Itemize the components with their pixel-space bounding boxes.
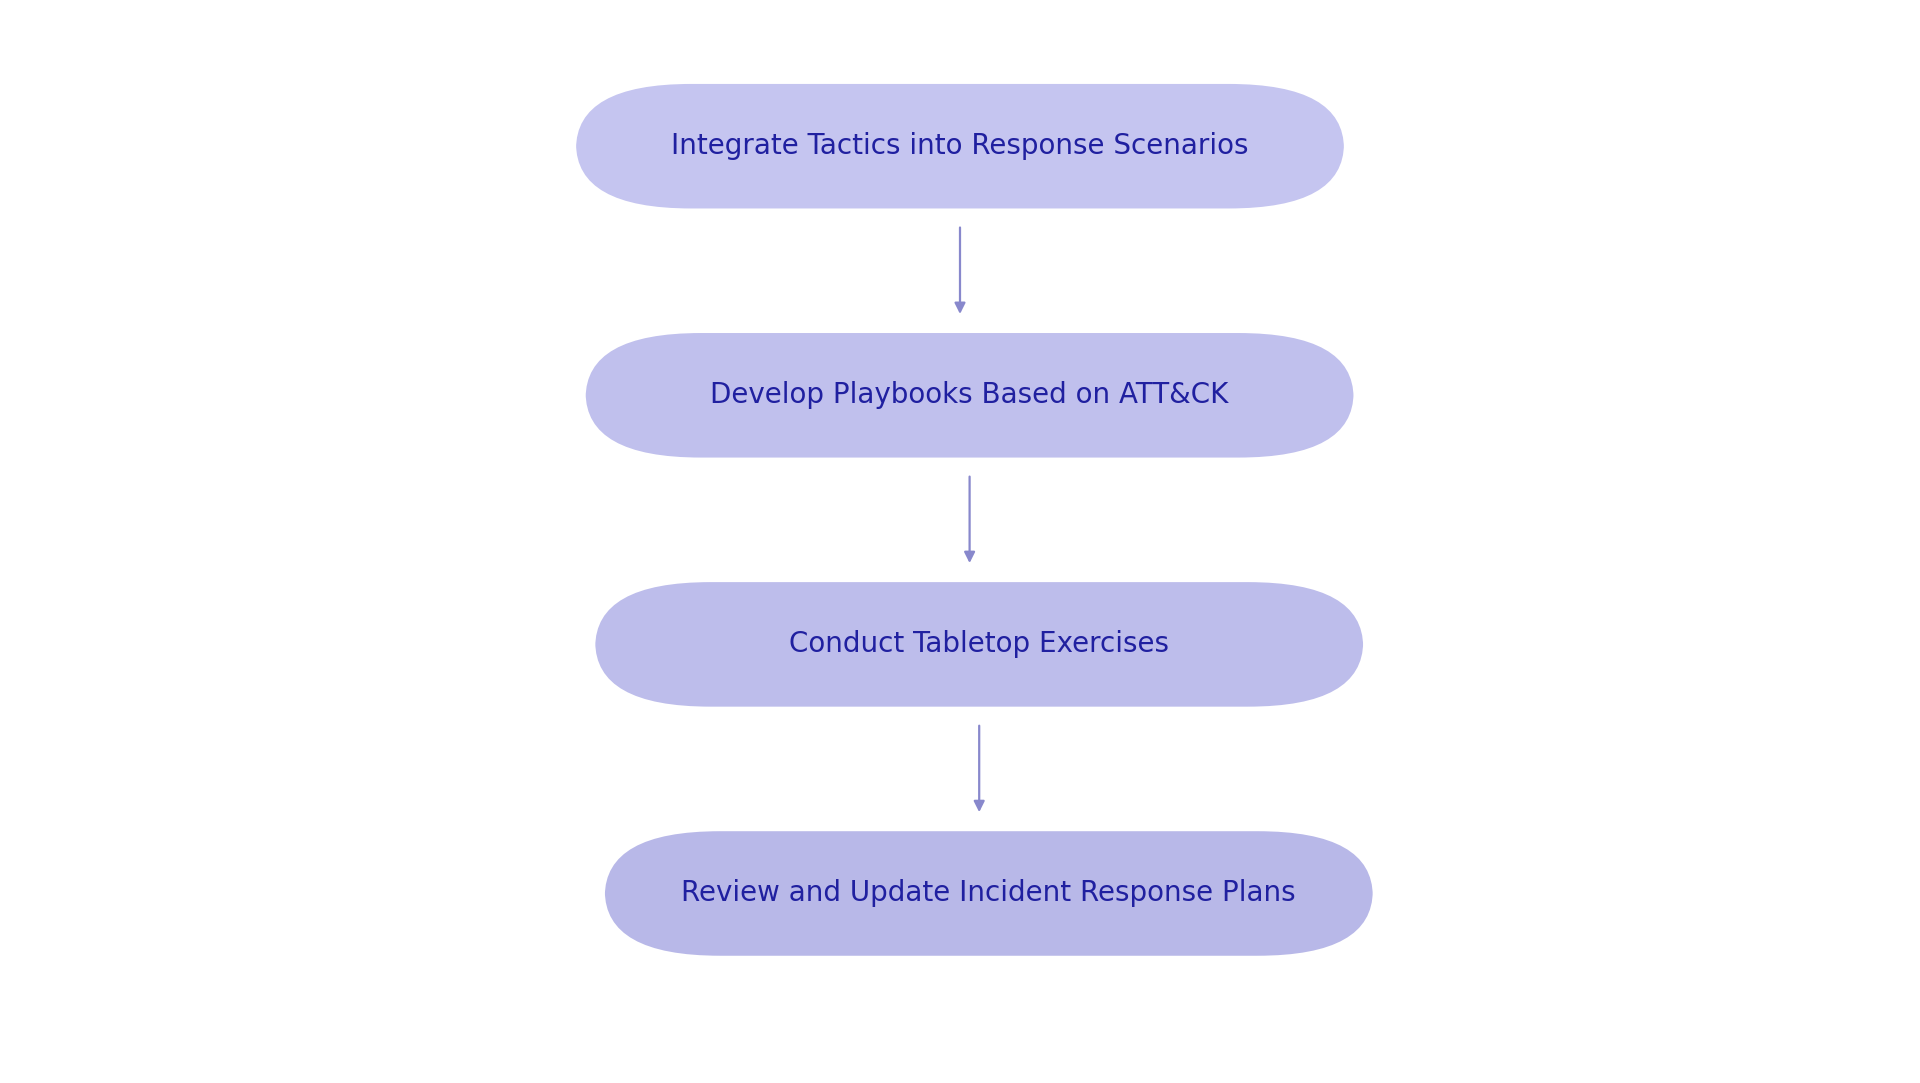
FancyBboxPatch shape <box>586 334 1354 458</box>
Text: Conduct Tabletop Exercises: Conduct Tabletop Exercises <box>789 630 1169 658</box>
FancyBboxPatch shape <box>576 84 1344 209</box>
FancyBboxPatch shape <box>595 583 1363 706</box>
Text: Review and Update Incident Response Plans: Review and Update Incident Response Plan… <box>682 879 1296 908</box>
Text: Integrate Tactics into Response Scenarios: Integrate Tactics into Response Scenario… <box>672 132 1248 160</box>
FancyBboxPatch shape <box>605 832 1373 956</box>
Text: Develop Playbooks Based on ATT&CK: Develop Playbooks Based on ATT&CK <box>710 381 1229 409</box>
